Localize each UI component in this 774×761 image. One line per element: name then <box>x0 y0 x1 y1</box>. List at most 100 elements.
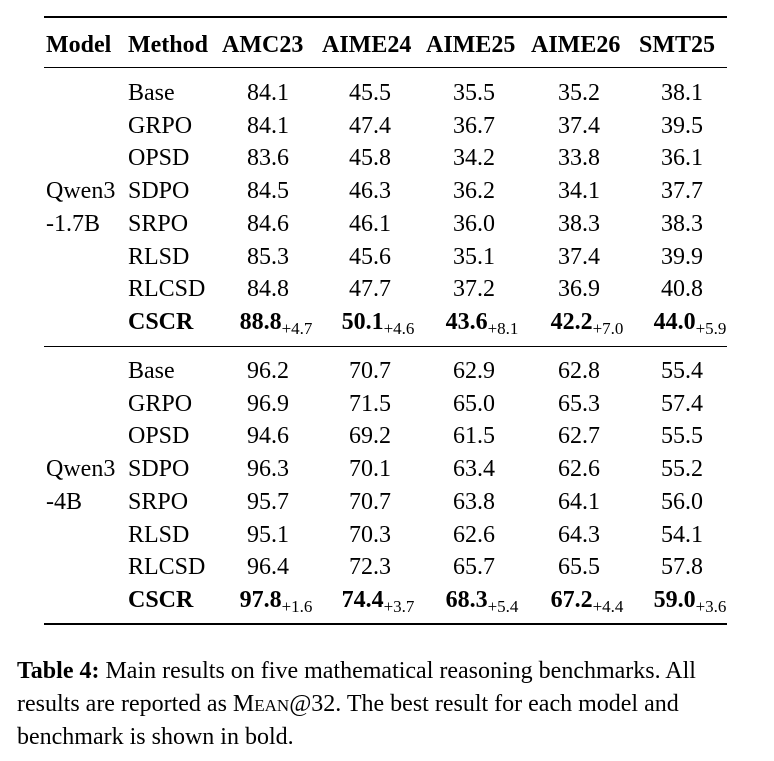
table-cell: 36.2 <box>453 178 495 205</box>
caption-metric-suffix: @32 <box>289 691 336 717</box>
best-cell: 59.0+3.6 <box>653 586 727 615</box>
table-cell: 36.0 <box>453 210 495 237</box>
header-aime26: AIME26 <box>531 32 621 58</box>
table-cell: 33.8 <box>558 145 600 172</box>
best-value: 44.0 <box>653 308 696 335</box>
table-cell: 96.3 <box>247 456 289 483</box>
header-aime25: AIME25 <box>426 32 516 58</box>
table-cell: 65.5 <box>558 554 600 581</box>
model-name-line2: -1.7B <box>46 211 100 238</box>
table-cell: 84.6 <box>247 210 289 237</box>
table-cell: 64.3 <box>558 521 600 548</box>
table-cell: 62.7 <box>558 423 600 450</box>
table-cell: 62.6 <box>558 456 600 483</box>
method-label: SDPO <box>128 178 190 205</box>
caption-metric-name: Mean <box>232 691 290 717</box>
table-cell: 54.1 <box>661 521 703 548</box>
improvement-delta: +3.6 <box>695 596 727 616</box>
table-cell: 55.4 <box>661 358 703 384</box>
table-cell: 57.4 <box>661 390 703 417</box>
method-label: SRPO <box>128 210 189 237</box>
header-aime24: AIME24 <box>322 32 412 58</box>
bottom-rule <box>44 623 727 625</box>
best-cell: 74.4+3.7 <box>342 588 415 615</box>
table-cell: 37.7 <box>661 178 703 205</box>
table-cell: 40.8 <box>661 276 703 303</box>
table-cell: 70.3 <box>349 521 391 548</box>
method-label: RLCSD <box>128 276 206 303</box>
table-cell: 47.4 <box>349 112 391 139</box>
table-cell: 83.6 <box>247 145 289 172</box>
table-cell: 95.7 <box>247 488 289 515</box>
top-rule <box>44 16 727 18</box>
improvement-delta: +7.0 <box>592 318 624 338</box>
table-cell: 62.6 <box>453 521 495 548</box>
table-cell: 63.4 <box>453 456 495 483</box>
improvement-delta: +4.6 <box>383 318 415 338</box>
table-cell: 36.7 <box>453 112 495 139</box>
table-caption: Table 4: Main results on five mathematic… <box>17 655 762 754</box>
improvement-delta: +5.9 <box>695 318 727 338</box>
group-separator-rule <box>44 346 727 347</box>
table-cell: 35.5 <box>453 80 495 106</box>
model-name-line1: Qwen3 <box>46 178 116 205</box>
table-cell: 37.4 <box>558 243 600 270</box>
table-cell: 69.2 <box>349 423 391 450</box>
table-cell: 70.7 <box>349 488 391 515</box>
caption-text-end: . The best result for each model and ben… <box>17 691 679 750</box>
table-cell: 84.1 <box>247 112 289 139</box>
best-cell: 44.0+5.9 <box>653 308 727 337</box>
table-cell: 55.2 <box>661 456 703 483</box>
table-cell: 95.1 <box>247 521 289 548</box>
method-label: GRPO <box>128 390 193 417</box>
table-cell: 65.7 <box>453 554 495 581</box>
improvement-delta: +4.7 <box>281 318 313 338</box>
table-cell: 70.7 <box>349 358 391 384</box>
table-cell: 70.1 <box>349 456 391 483</box>
best-value: 59.0 <box>653 586 696 613</box>
table-cell: 56.0 <box>661 488 703 515</box>
best-value: 50.1 <box>341 308 384 335</box>
table-cell: 84.1 <box>247 80 289 106</box>
table-cell: 36.9 <box>558 276 600 303</box>
table-cell: 96.4 <box>247 554 289 581</box>
method-label: SRPO <box>128 488 189 515</box>
method-label: GRPO <box>128 112 193 139</box>
method-label: Base <box>128 80 175 106</box>
table-cell: 57.8 <box>661 554 703 581</box>
method-label: RLCSD <box>128 554 206 581</box>
table-cell: 72.3 <box>349 554 391 581</box>
table-cell: 84.5 <box>247 178 289 205</box>
table-cell: 96.2 <box>247 358 289 384</box>
best-value: 88.8 <box>239 308 282 335</box>
method-label: RLSD <box>128 521 190 548</box>
improvement-delta: +3.7 <box>383 596 415 616</box>
table-cell: 62.8 <box>558 358 600 384</box>
table-cell: 35.2 <box>558 80 600 106</box>
table-cell: 46.3 <box>349 178 391 205</box>
model-name-line2: -4B <box>46 489 82 516</box>
table-cell: 34.1 <box>558 178 600 205</box>
table-cell: 46.1 <box>349 210 391 237</box>
method-label: SDPO <box>128 456 190 483</box>
table-cell: 85.3 <box>247 243 289 270</box>
improvement-delta: +5.4 <box>487 596 519 616</box>
table-cell: 38.3 <box>558 210 600 237</box>
table-cell: 36.1 <box>661 145 703 172</box>
header-smt25: SMT25 <box>639 32 716 58</box>
table-cell: 39.5 <box>661 112 703 139</box>
table-cell: 38.3 <box>661 210 703 237</box>
best-cell: 88.8+4.7 <box>239 308 313 337</box>
best-cell: 43.6+8.1 <box>446 310 519 337</box>
table-cell: 94.6 <box>247 423 289 450</box>
model-name-line1: Qwen3 <box>46 456 116 483</box>
method-label-best: CSCR <box>128 586 194 613</box>
best-value: 67.2 <box>550 586 593 613</box>
table-cell: 37.4 <box>558 112 600 139</box>
table-cell: 47.7 <box>349 276 391 303</box>
header-method: Method <box>128 32 208 58</box>
table-cell: 71.5 <box>349 390 391 417</box>
table-cell: 55.5 <box>661 423 703 450</box>
table-cell: 34.2 <box>453 145 495 172</box>
table-cell: 45.8 <box>349 145 391 172</box>
